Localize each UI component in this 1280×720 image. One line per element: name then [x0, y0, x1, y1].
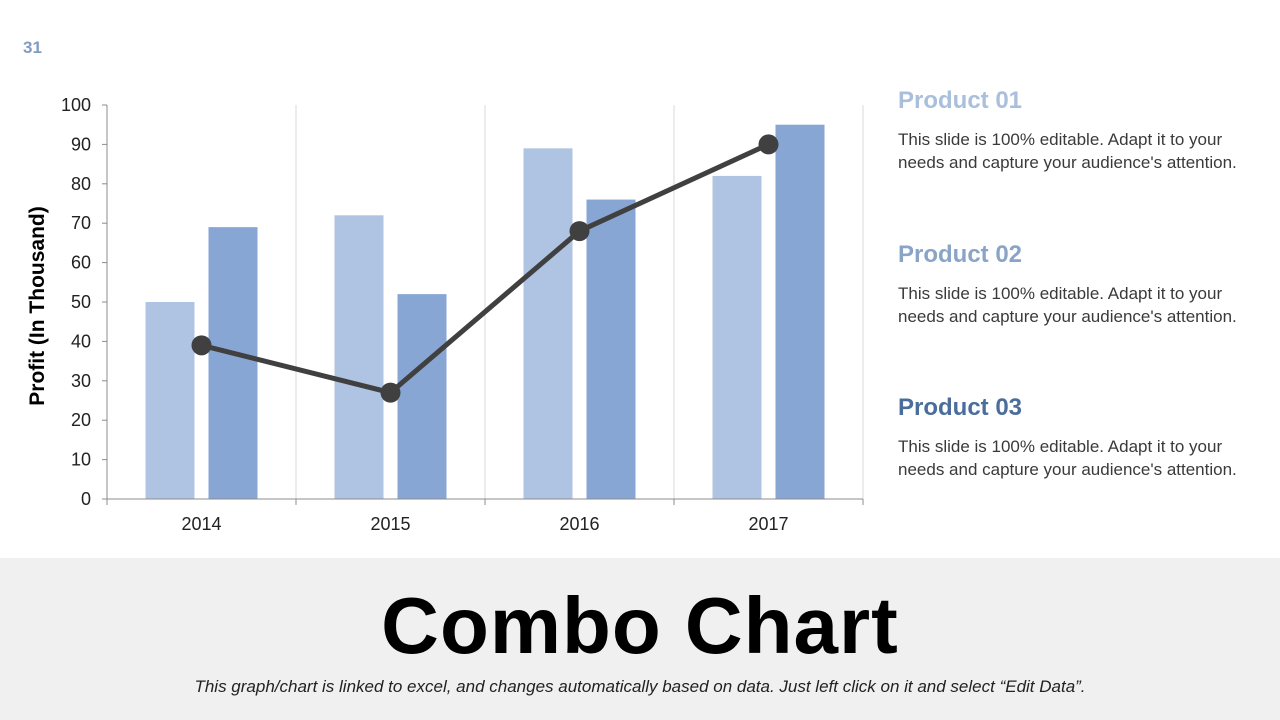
chart-bars — [145, 124, 825, 500]
bar-2015-series-1 — [334, 215, 384, 499]
line-point-2016 — [569, 221, 590, 242]
footer-band: Combo Chart This graph/chart is linked t… — [0, 558, 1280, 720]
combo-chart[interactable]: 0 10 20 30 40 50 60 70 80 90 100 2014 2015 2016 2017 Pr… — [0, 0, 880, 545]
product-01-title: Product 01 — [898, 87, 1023, 114]
y-tick-label: 20 — [71, 410, 91, 430]
y-tick-label: 80 — [71, 174, 91, 194]
x-tick-label-2017: 2017 — [748, 514, 788, 534]
line-point-2015 — [380, 382, 401, 403]
chart-labels: 0 10 20 30 40 50 60 70 80 90 100 2014 2015 2016 2017 Pr… — [26, 95, 789, 534]
y-tick-label: 100 — [61, 95, 91, 115]
y-tick-label: 30 — [71, 371, 91, 391]
x-tick-label-2015: 2015 — [370, 514, 410, 534]
product-03-title: Product 03 — [898, 394, 1023, 421]
bar-2014-series-1 — [145, 302, 195, 499]
y-tick-label: 10 — [71, 450, 91, 470]
product-03-description: This slide is 100% editable. Adapt it to… — [898, 437, 1237, 479]
page-title: Combo Chart — [381, 581, 899, 670]
product-02-title: Product 02 — [898, 241, 1023, 268]
bar-2017-series-1 — [712, 175, 762, 500]
chart-gridlines — [295, 105, 864, 499]
product-02: Product 02 This slide is 100% editable. … — [898, 241, 1248, 328]
x-tick-label-2016: 2016 — [559, 514, 599, 534]
y-tick-label: 60 — [71, 253, 91, 273]
chart-line-series — [191, 134, 779, 403]
slide-number: 31 — [23, 38, 42, 57]
y-tick-label: 90 — [71, 134, 91, 154]
bar-2014-series-2 — [208, 227, 258, 499]
line-point-2014 — [191, 335, 212, 356]
product-01-description: This slide is 100% editable. Adapt it to… — [898, 130, 1237, 172]
line-series-path — [200, 142, 770, 396]
x-tick-label-2014: 2014 — [181, 514, 221, 534]
y-tick-label: 50 — [71, 292, 91, 312]
product-01: Product 01 This slide is 100% editable. … — [898, 87, 1248, 174]
line-point-2017 — [758, 134, 779, 155]
y-tick-label: 0 — [81, 489, 91, 509]
bar-2017-series-2 — [775, 124, 825, 499]
bar-2015-series-2 — [397, 294, 447, 499]
product-03: Product 03 This slide is 100% editable. … — [898, 394, 1248, 481]
bar-2016-series-2 — [586, 199, 636, 499]
y-tick-label: 70 — [71, 213, 91, 233]
y-tick-label: 40 — [71, 331, 91, 351]
footer-caption: This graph/chart is linked to excel, and… — [194, 677, 1086, 696]
product-02-description: This slide is 100% editable. Adapt it to… — [898, 284, 1237, 326]
bar-2016-series-1 — [523, 148, 573, 499]
chart-axes — [102, 104, 864, 505]
y-axis-title: Profit (In Thousand) — [26, 206, 49, 405]
